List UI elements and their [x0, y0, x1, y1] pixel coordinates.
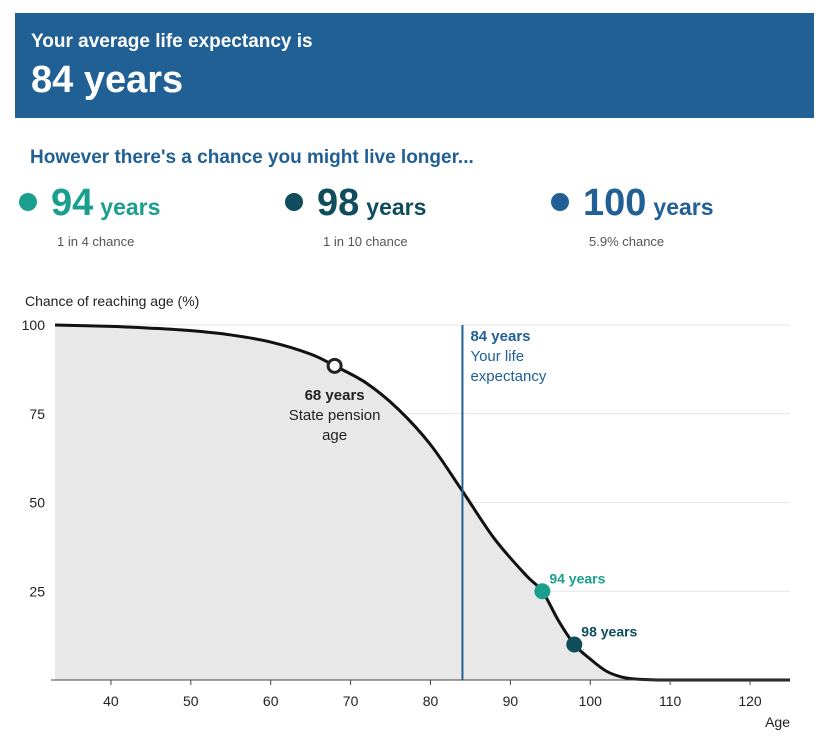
y-tick-label: 100 — [22, 317, 46, 333]
stat-chance: 5.9% chance — [589, 234, 665, 249]
life-expectancy-text-label: Your life — [470, 348, 524, 365]
stat-94: 94 years 1 in 4 chance — [19, 180, 269, 249]
stat-98: 98 years 1 in 10 chance — [285, 180, 535, 249]
survival-area — [55, 325, 790, 680]
stat-number: 98 — [317, 182, 360, 224]
pension-age-marker — [326, 357, 343, 374]
y-tick-label: 50 — [29, 495, 45, 511]
stat-chance: 1 in 4 chance — [57, 234, 135, 249]
age-marker-dot — [566, 636, 583, 653]
life-expectancy-banner: Your average life expectancy is 84 years — [15, 13, 814, 118]
stat-dot-dark-teal-icon — [285, 193, 303, 211]
y-tick-label: 75 — [29, 406, 45, 422]
life-expectancy-value-label: 84 years — [470, 328, 530, 345]
y-tick-label: 25 — [29, 583, 45, 599]
x-tick-label: 40 — [103, 693, 119, 709]
stat-number: 94 — [51, 182, 94, 224]
x-tick-label: 70 — [343, 693, 359, 709]
stat-unit: years — [100, 194, 161, 220]
stat-number: 100 — [583, 182, 647, 224]
stat-chance: 1 in 10 chance — [323, 234, 408, 249]
marker-label: 98 years — [581, 624, 637, 640]
x-tick-label: 80 — [423, 693, 439, 709]
y-axis-title: Chance of reaching age (%) — [25, 293, 199, 309]
x-axis-title: Age — [765, 714, 790, 730]
banner-value: 84 years — [31, 59, 184, 101]
marker-sublabel: age — [322, 427, 347, 444]
stat-unit: years — [653, 194, 714, 220]
stat-unit: years — [366, 194, 427, 220]
x-tick-label: 100 — [579, 693, 603, 709]
x-tick-label: 120 — [738, 693, 762, 709]
stat-dot-blue-icon — [551, 193, 569, 211]
stat-dot-teal-icon — [19, 193, 37, 211]
marker-sublabel: State pension — [289, 407, 381, 424]
x-tick-label: 90 — [503, 693, 519, 709]
age-marker-dot — [534, 583, 551, 600]
x-tick-label: 50 — [183, 693, 199, 709]
life-expectancy-text-label: expectancy — [470, 368, 546, 385]
longer-chance-heading: However there's a chance you might live … — [30, 147, 474, 168]
x-tick-label: 110 — [659, 693, 682, 709]
banner-subtitle: Your average life expectancy is — [31, 31, 313, 52]
marker-label: 94 years — [549, 570, 605, 586]
marker-label: 68 years — [305, 387, 365, 404]
stat-100: 100 years 5.9% chance — [551, 180, 801, 249]
x-tick-label: 60 — [263, 693, 279, 709]
